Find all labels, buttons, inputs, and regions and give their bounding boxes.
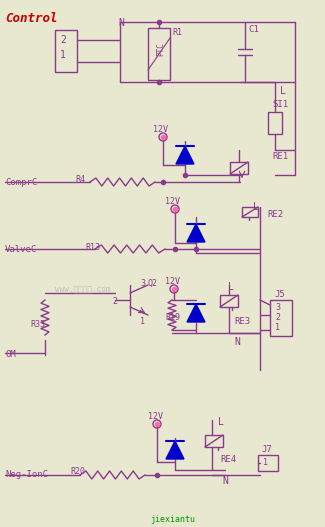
Text: Control: Control bbox=[5, 12, 58, 25]
Polygon shape bbox=[187, 224, 205, 242]
Text: 3: 3 bbox=[275, 303, 280, 312]
Bar bbox=[148, 28, 170, 80]
Text: RE4: RE4 bbox=[220, 455, 236, 464]
Text: R33: R33 bbox=[30, 320, 45, 329]
Bar bbox=[220, 295, 238, 307]
Bar bbox=[230, 162, 248, 174]
Text: N: N bbox=[222, 476, 228, 486]
Text: 1: 1 bbox=[60, 50, 66, 60]
Text: www.搜电路图.com: www.搜电路图.com bbox=[55, 285, 110, 294]
Text: ComprC: ComprC bbox=[5, 178, 37, 187]
Text: RE3: RE3 bbox=[234, 317, 250, 326]
Text: 12V: 12V bbox=[153, 125, 168, 134]
Text: R19: R19 bbox=[165, 313, 180, 322]
Text: 1: 1 bbox=[263, 458, 268, 467]
Bar bbox=[258, 455, 278, 471]
Text: 3: 3 bbox=[140, 279, 145, 288]
Bar bbox=[205, 435, 223, 447]
Text: 1: 1 bbox=[140, 317, 145, 326]
Text: L: L bbox=[280, 86, 286, 96]
Text: SI1: SI1 bbox=[272, 100, 288, 109]
Polygon shape bbox=[187, 304, 205, 322]
Text: R1: R1 bbox=[172, 28, 182, 37]
Text: 2: 2 bbox=[60, 35, 66, 45]
Text: RE1: RE1 bbox=[272, 152, 288, 161]
Text: Q2: Q2 bbox=[148, 279, 158, 288]
Polygon shape bbox=[166, 441, 184, 459]
Text: N: N bbox=[234, 337, 240, 347]
Polygon shape bbox=[176, 146, 194, 164]
Text: PTC: PTC bbox=[156, 42, 165, 56]
Bar bbox=[242, 207, 258, 217]
Text: C1: C1 bbox=[248, 25, 259, 34]
Text: RE2: RE2 bbox=[267, 210, 283, 219]
Text: J5: J5 bbox=[274, 290, 285, 299]
Text: R4: R4 bbox=[75, 175, 85, 184]
Text: N: N bbox=[118, 18, 124, 28]
Text: J7: J7 bbox=[261, 445, 272, 454]
Text: R13: R13 bbox=[85, 243, 100, 252]
Text: 2: 2 bbox=[112, 297, 117, 306]
Text: 12V: 12V bbox=[148, 412, 163, 421]
Text: L: L bbox=[218, 417, 224, 427]
Text: Neg-IonC: Neg-IonC bbox=[5, 470, 48, 479]
Text: 2: 2 bbox=[275, 313, 280, 322]
Text: L: L bbox=[228, 282, 234, 292]
Text: ValveC: ValveC bbox=[5, 245, 37, 254]
Text: 12V: 12V bbox=[165, 197, 180, 206]
Text: OM: OM bbox=[5, 350, 16, 359]
Bar bbox=[55, 30, 77, 72]
Text: 12V: 12V bbox=[165, 277, 180, 286]
Text: 1: 1 bbox=[275, 323, 280, 332]
Text: R20: R20 bbox=[70, 467, 85, 476]
Text: jiexiantu: jiexiantu bbox=[150, 515, 195, 524]
Bar bbox=[268, 112, 282, 134]
Bar bbox=[270, 300, 292, 336]
Text: L: L bbox=[253, 202, 259, 212]
